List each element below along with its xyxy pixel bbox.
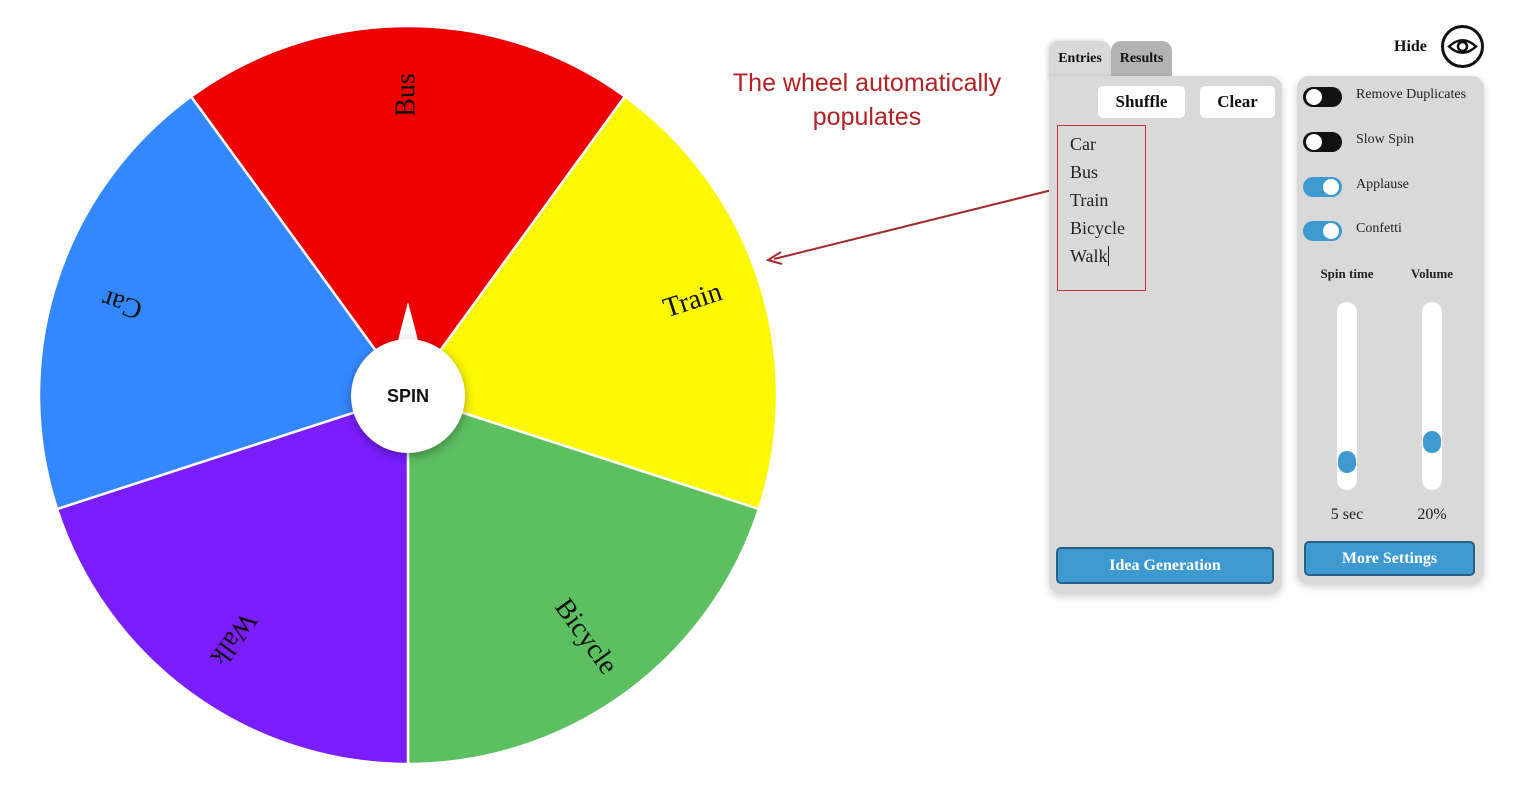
toggle-label: Applause [1356, 177, 1409, 192]
volume-title: Volume [1410, 266, 1454, 281]
entries-panel: Shuffle Clear Car Bus Train Bicycle Walk… [1049, 76, 1282, 594]
spin-wheel[interactable]: Bus Train Bicycle Walk Car SPIN [0, 0, 800, 791]
slow-spin-toggle[interactable] [1303, 132, 1342, 152]
eye-icon[interactable] [1441, 25, 1484, 68]
spin-button[interactable]: SPIN [351, 339, 465, 453]
volume-slider[interactable] [1422, 302, 1442, 490]
applause-toggle[interactable] [1303, 177, 1342, 197]
annotation-callout: The wheel automatically populates [712, 66, 1022, 134]
toggle-label: Slow Spin [1356, 132, 1414, 147]
wheel-segment-bus [189, 24, 627, 398]
entry-item: Bicycle [1070, 218, 1125, 238]
more-settings-button[interactable]: More Settings [1304, 541, 1475, 576]
wheel-segment-train [405, 94, 779, 511]
hide-label[interactable]: Hide [1394, 38, 1427, 55]
setting-slow-spin: Slow Spin [1303, 131, 1483, 153]
toggle-label: Remove Duplicates [1356, 87, 1467, 102]
settings-panel: Remove Duplicates Slow Spin Applause Con… [1297, 76, 1484, 584]
volume-value: 20% [1417, 506, 1447, 523]
tab-entries[interactable]: Entries [1049, 41, 1111, 81]
entry-item-last: Walk [1070, 242, 1145, 270]
wheel-segment-bicycle [406, 393, 761, 766]
wheel-label-bus: Bus [390, 73, 421, 117]
annotation-line-1: The wheel automatically [732, 69, 1002, 97]
wheel-segment-walk [55, 393, 410, 766]
volume-slider-thumb[interactable] [1423, 431, 1441, 454]
shuffle-button[interactable]: Shuffle [1098, 86, 1185, 118]
spin-time-title: Spin time [1320, 266, 1374, 281]
setting-remove-duplicates: Remove Duplicates [1303, 86, 1483, 108]
text-caret [1107, 246, 1109, 266]
clear-button[interactable]: Clear [1200, 86, 1275, 118]
wheel-segment-car [37, 94, 411, 511]
spin-time-slider[interactable] [1337, 302, 1357, 490]
remove-duplicates-toggle[interactable] [1303, 87, 1342, 107]
idea-generation-button[interactable]: Idea Generation [1056, 547, 1274, 584]
tab-results[interactable]: Results [1111, 41, 1172, 81]
entry-item: Bus [1070, 162, 1099, 182]
annotation-line-2: populates [812, 103, 922, 131]
wheel-pointer [397, 302, 419, 344]
entries-textarea[interactable]: Car Bus Train Bicycle Walk [1057, 125, 1146, 291]
confetti-toggle[interactable] [1303, 221, 1342, 241]
spin-time-slider-thumb[interactable] [1338, 451, 1356, 474]
setting-confetti: Confetti [1303, 220, 1483, 242]
toggle-label: Confetti [1356, 221, 1402, 236]
entry-item: Car [1070, 134, 1096, 154]
entry-item: Walk [1070, 246, 1108, 266]
entry-item: Train [1070, 190, 1109, 210]
spin-time-value: 5 sec [1330, 506, 1364, 523]
setting-applause: Applause [1303, 176, 1483, 198]
